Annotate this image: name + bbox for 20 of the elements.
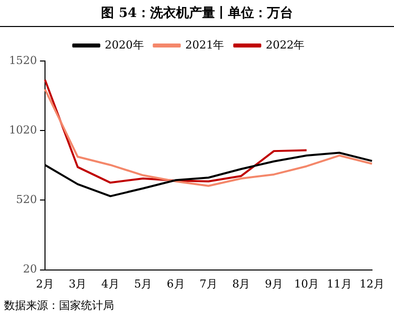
x-tick-label: 4月 (101, 277, 120, 290)
legend-label: 2021年 (185, 38, 224, 52)
y-tick-label: 520 (16, 193, 37, 206)
x-tick-label: 8月 (232, 277, 250, 290)
y-tick-label: 1520 (8, 54, 37, 67)
y-tick-label: 1020 (8, 123, 37, 136)
x-tick-label: 12月 (360, 277, 384, 290)
legend-label: 2022年 (266, 38, 305, 52)
x-tick-label: 6月 (166, 277, 185, 290)
legend-label: 2020年 (104, 38, 144, 52)
source-note: 数据来源：国家统计局 (4, 298, 114, 313)
x-tick-label: 7月 (199, 277, 218, 290)
x-tick-label: 3月 (68, 277, 87, 290)
chart-title: 图 54：洗衣机产量丨单位：万台 (0, 4, 394, 27)
x-tick-label: 11月 (326, 277, 352, 290)
x-tick-label: 2月 (36, 277, 54, 290)
x-tick-label: 5月 (134, 277, 152, 290)
x-tick-label: 10月 (294, 277, 320, 290)
y-tick-label: 20 (22, 262, 37, 276)
x-tick-label: 9月 (264, 277, 283, 290)
